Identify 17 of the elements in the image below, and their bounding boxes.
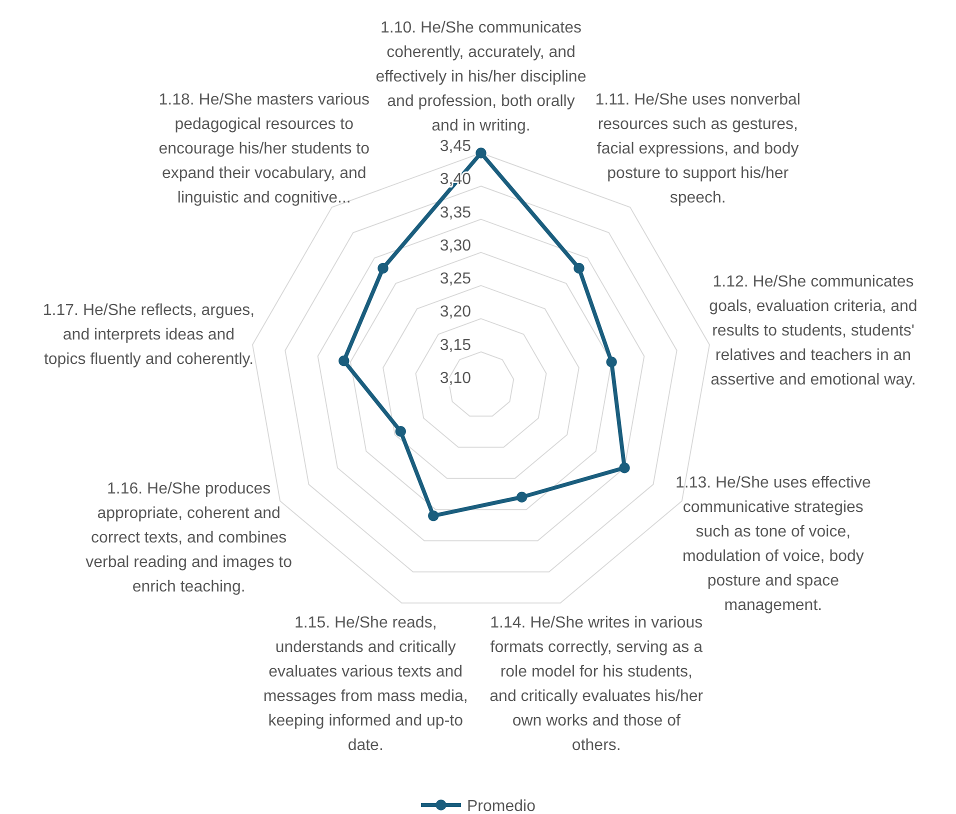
y-tick-label: 3,45 — [440, 138, 472, 155]
spoke-label: 1.15. He/She reads, understands and critically evaluates various texts and messages from mass media, keeping informed and up-to date. — [263, 614, 468, 754]
y-tick-label: 3,20 — [440, 304, 472, 321]
y-tick-label: 3,25 — [440, 270, 472, 288]
spoke-label: 1.14. He/She writes in various formats correctly, serving as a role model for his students, and critically evaluates his/her own works and those of others. — [490, 614, 704, 754]
y-tick-label: 3,15 — [440, 336, 472, 354]
spoke-label: 1.12. He/She communicates goals, evaluation criteria, and results to students, students' relatives and teachers in an assertive and emotional way. — [709, 273, 918, 388]
spoke-label: 1.18. He/She masters various pedagogical resources to encourage his/her students to expand their vocabulary, and linguistic and cognitive... — [158, 91, 370, 206]
spoke-label: 1.13. He/She uses effective communicative strategies such as tone of voice, modulation of voice, body posture and space management. — [675, 474, 871, 614]
spoke-label: 1.16. He/She produces appropriate, coherent and correct texts, and combines verbal reading and images to enrich teaching. — [86, 480, 292, 596]
y-tick-label: 3,30 — [440, 237, 472, 254]
y-tick-label: 3,35 — [440, 204, 472, 222]
spoke-label: 1.11. He/She uses nonverbal resources such as gestures, facial expressions, and body posture to support his/her speech. — [595, 91, 800, 206]
spoke-label: 1.17. He/She reflects, argues, and interprets ideas and topics fluently and coherently. — [42, 302, 255, 368]
legend-label: Promedio — [467, 798, 536, 814]
y-tick-label: 3,10 — [440, 370, 472, 387]
spoke-label: 1.10. He/She communicates coherently, accurately, and effectively in his/her discipline and profession, both orally and in writing. — [376, 20, 586, 134]
